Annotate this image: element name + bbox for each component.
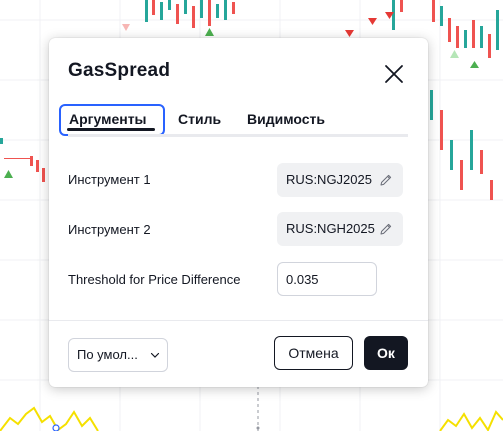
close-button[interactable] <box>380 60 408 88</box>
indicator-settings-dialog: GasSpread Аргументы Стиль Видимость Инст… <box>49 38 428 387</box>
pencil-icon[interactable] <box>379 173 393 187</box>
defaults-dropdown[interactable]: По умол... <box>68 338 168 372</box>
tabs-divider <box>68 134 408 137</box>
instrument2-field[interactable]: RUS:NGH2025 <box>277 212 403 246</box>
threshold-label: Threshold for Price Difference <box>68 272 240 287</box>
defaults-label: По умол... <box>77 347 138 362</box>
ok-button[interactable]: Ок <box>364 336 408 370</box>
cancel-button[interactable]: Отмена <box>274 336 353 370</box>
close-icon <box>380 60 408 88</box>
tab-style-label: Стиль <box>178 111 221 127</box>
instrument1-label: Инструмент 1 <box>68 172 151 187</box>
tab-visibility-label: Видимость <box>247 111 325 127</box>
tab-arguments-label: Аргументы <box>69 111 147 127</box>
tab-arguments[interactable]: Аргументы <box>59 104 165 136</box>
instrument2-label: Инструмент 2 <box>68 222 151 237</box>
threshold-input[interactable] <box>277 262 377 296</box>
dialog-title: GasSpread <box>68 60 170 82</box>
pencil-icon[interactable] <box>379 222 393 236</box>
chevron-down-icon <box>150 350 160 360</box>
instrument1-value: RUS:NGJ2025 <box>286 172 372 187</box>
active-tab-indicator <box>67 128 155 131</box>
footer-divider <box>49 320 428 321</box>
instrument1-field[interactable]: RUS:NGJ2025 <box>277 163 403 197</box>
instrument2-value: RUS:NGH2025 <box>286 221 375 236</box>
